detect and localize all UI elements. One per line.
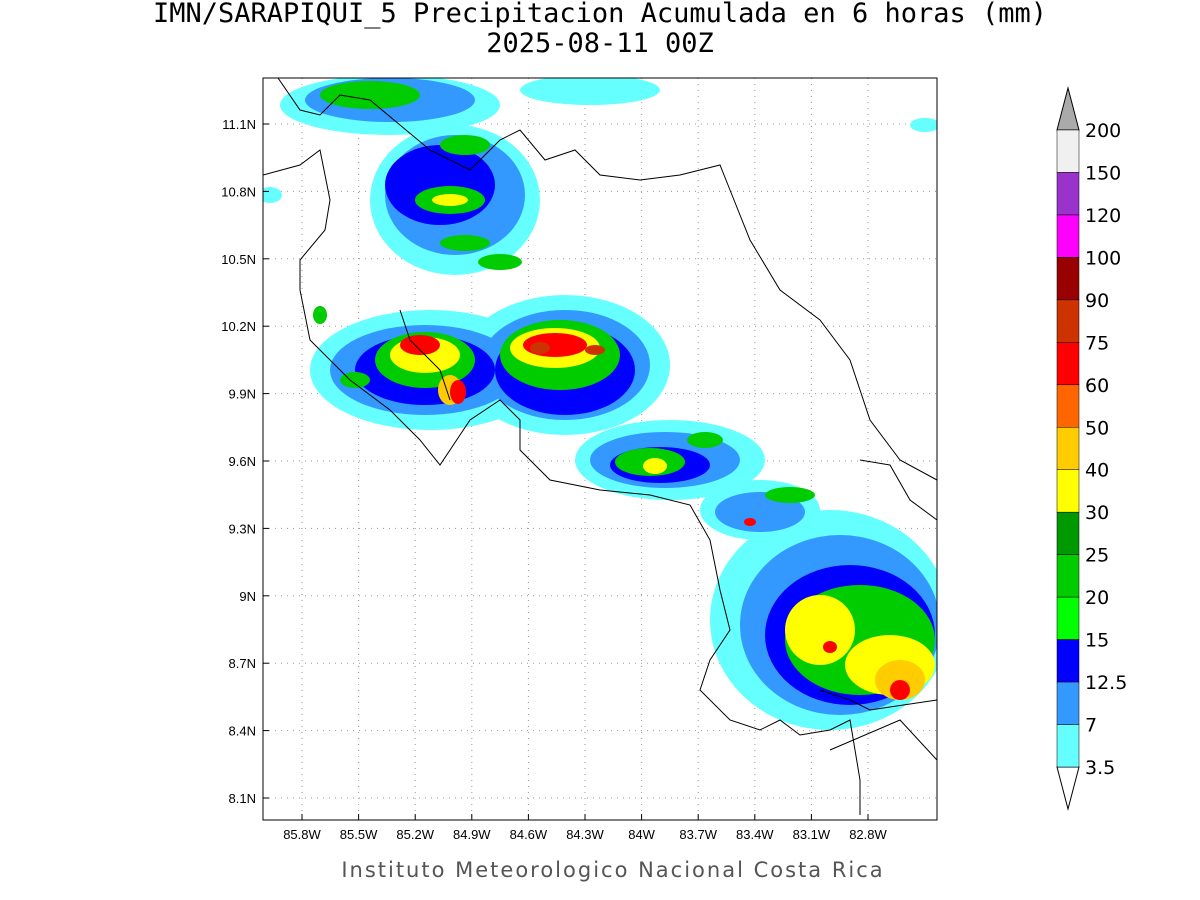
- colorbar-segment: [1056, 469, 1080, 513]
- y-tick-label: 9.3N: [229, 521, 256, 536]
- colorbar: 200 150 120 100 90 75 60 50 40 30 25 20 15 12.5 7 3.5: [1056, 86, 1127, 811]
- colorbar-segment: [1056, 257, 1080, 301]
- y-tick-label: 10.8N: [221, 184, 256, 199]
- x-tick-label: 85.2W: [396, 827, 434, 842]
- colorbar-segment: [1056, 554, 1080, 598]
- footer: Instituto Meteorologico Nacional Costa R…: [341, 858, 884, 882]
- x-tick-label: 84.3W: [566, 827, 604, 842]
- colorbar-label: 20: [1085, 587, 1109, 609]
- x-tick-label: 83.4W: [736, 827, 774, 842]
- colorbar-segment: [1056, 172, 1080, 216]
- colorbar-segment: [1056, 639, 1080, 683]
- colorbar-label: 120: [1085, 205, 1121, 227]
- colorbar-segment: [1056, 511, 1080, 555]
- colorbar-label: 75: [1085, 332, 1109, 354]
- colorbar-label: 40: [1085, 460, 1109, 482]
- colorbar-segment: [1056, 129, 1080, 173]
- colorbar-segment: [1056, 214, 1080, 258]
- colorbar-label: 3.5: [1085, 757, 1115, 779]
- y-tick-label: 9N: [239, 589, 256, 604]
- colorbar-label: 90: [1085, 290, 1109, 312]
- y-tick-label: 11.1N: [222, 117, 256, 132]
- colorbar-label: 200: [1085, 120, 1121, 142]
- x-tick-label: 84.6W: [510, 827, 548, 842]
- colorbar-segment: [1056, 427, 1080, 470]
- x-tick-label: 83.1W: [793, 827, 831, 842]
- x-tick-label: 85.8W: [283, 827, 321, 842]
- colorbar-label: 50: [1085, 417, 1109, 439]
- colorbar-label: 150: [1085, 162, 1121, 184]
- colorbar-segment: [1056, 342, 1080, 386]
- colorbar-label: 60: [1085, 375, 1109, 397]
- y-tick-label: 8.1N: [229, 791, 256, 806]
- colorbar-label: 100: [1085, 247, 1121, 269]
- x-tick-label: 83.7W: [679, 827, 717, 842]
- x-tick-label: 84W: [628, 827, 655, 842]
- map-frame: [262, 77, 938, 821]
- colorbar-segment: [1056, 681, 1080, 725]
- x-tick-label: 85.5W: [340, 827, 378, 842]
- colorbar-segment: [1056, 299, 1080, 343]
- title: IMN/SARAPIQUI_5 Precipitacion Acumulada …: [153, 0, 1047, 29]
- colorbar-label: 30: [1085, 502, 1109, 524]
- colorbar-label: 25: [1085, 545, 1109, 567]
- y-tick-label: 10.5N: [221, 252, 256, 267]
- y-tick-label: 9.9N: [229, 387, 256, 402]
- precipitation: [263, 78, 937, 730]
- x-tick-label: 84.9W: [453, 827, 491, 842]
- colorbar-segment: [1056, 724, 1080, 768]
- colorbar-label: 7: [1085, 715, 1097, 737]
- colorbar-segment: [1056, 596, 1080, 640]
- y-tick-label: 8.7N: [229, 656, 256, 671]
- coastline: [263, 78, 937, 815]
- y-tick-label: 9.6N: [229, 454, 256, 469]
- colorbar-segment: [1056, 384, 1080, 428]
- y-tick-label: 10.2N: [221, 319, 256, 334]
- y-tick-label: 8.4N: [229, 724, 256, 739]
- colorbar-label: 12.5: [1085, 672, 1127, 694]
- colorbar-label: 15: [1085, 630, 1109, 652]
- subtitle: 2025-08-11 00Z: [486, 28, 714, 59]
- x-tick-label: 82.8W: [849, 827, 887, 842]
